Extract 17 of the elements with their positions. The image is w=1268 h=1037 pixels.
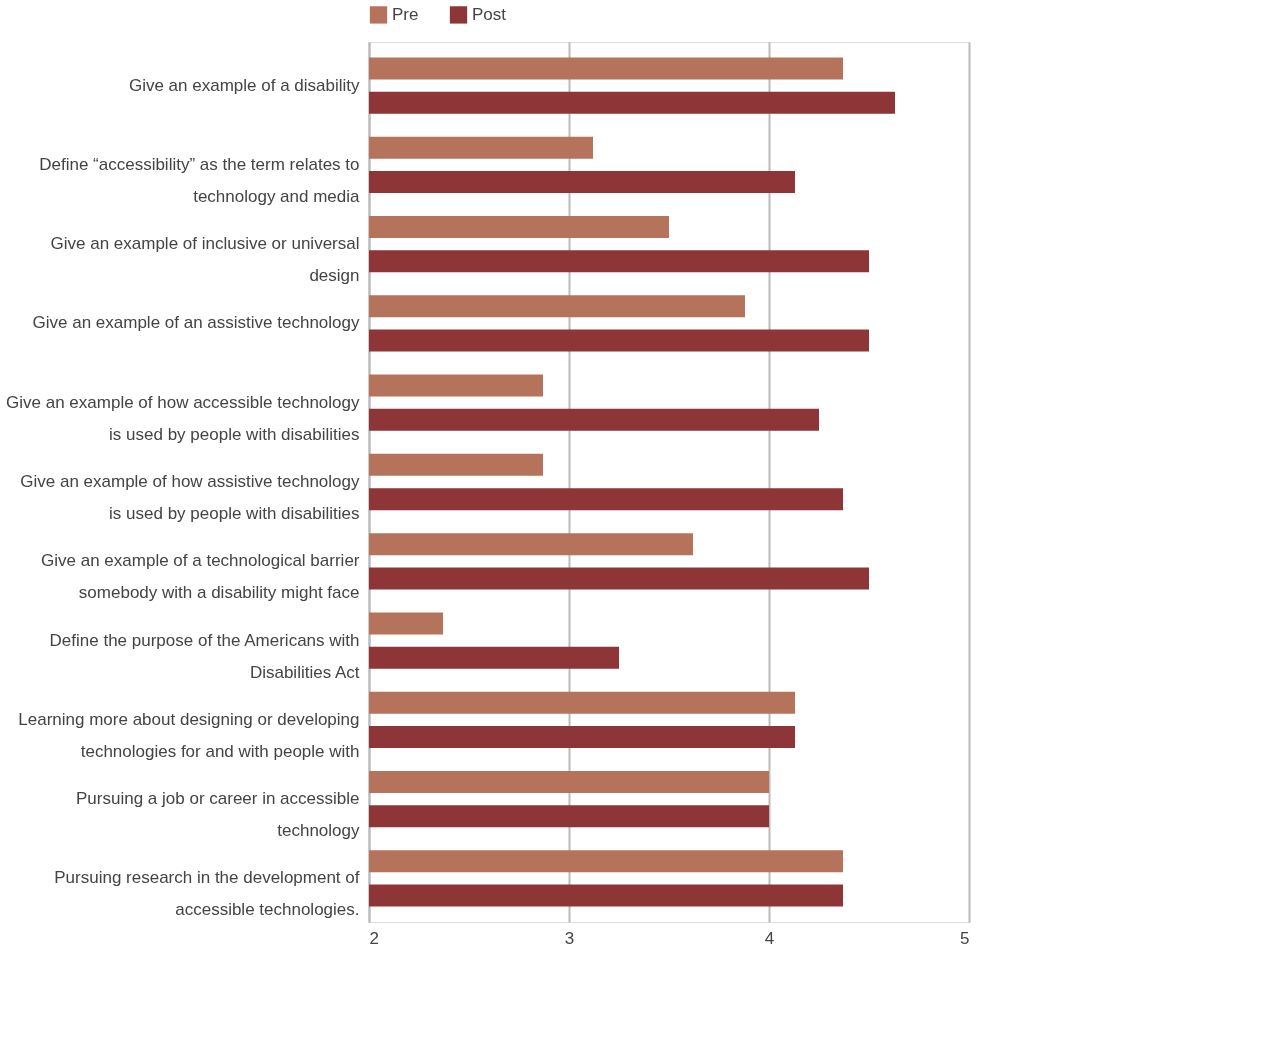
- y-tick-label: Define “accessibility” as the term relates to technology and media: [39, 154, 361, 206]
- y-tick-label: Give an example of how accessible technology is used by people with disabilities: [6, 392, 360, 444]
- legend-label: Pre: [392, 4, 419, 24]
- y-tick-label: Learning more about designing or developing technologies for and with people with: [18, 709, 360, 761]
- x-tick-label: 5: [960, 928, 970, 948]
- y-tick-label: Give an example of how assistive technology is used by people with disabilities: [20, 472, 360, 523]
- y-tick-label: Give an example of inclusive or universal design: [50, 234, 360, 286]
- x-tick-label: 2: [369, 928, 379, 948]
- y-tick-label: Pursuing research in the development of accessible technologies.: [54, 868, 360, 920]
- y-tick-label: Give an example of a technological barrier somebody with a disability might face: [41, 551, 360, 603]
- y-tick-label: Pursuing a job or career in accessible technology: [76, 789, 360, 841]
- y-tick-label: Define the purpose of the Americans with Disabilities Act: [49, 630, 360, 682]
- x-tick-label: 4: [764, 928, 775, 948]
- x-tick-label: 3: [564, 928, 575, 948]
- y-tick-label: Give an example of a disability: [128, 75, 360, 95]
- legend-label: Post: [472, 4, 507, 24]
- y-tick-label: Give an example of an assistive technology: [32, 313, 360, 333]
